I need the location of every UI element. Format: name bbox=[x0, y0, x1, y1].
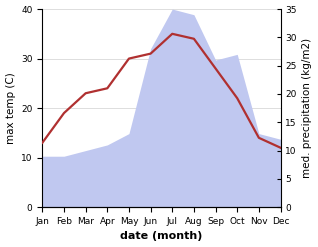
Y-axis label: med. precipitation (kg/m2): med. precipitation (kg/m2) bbox=[302, 38, 313, 178]
Y-axis label: max temp (C): max temp (C) bbox=[5, 72, 16, 144]
X-axis label: date (month): date (month) bbox=[120, 231, 203, 242]
